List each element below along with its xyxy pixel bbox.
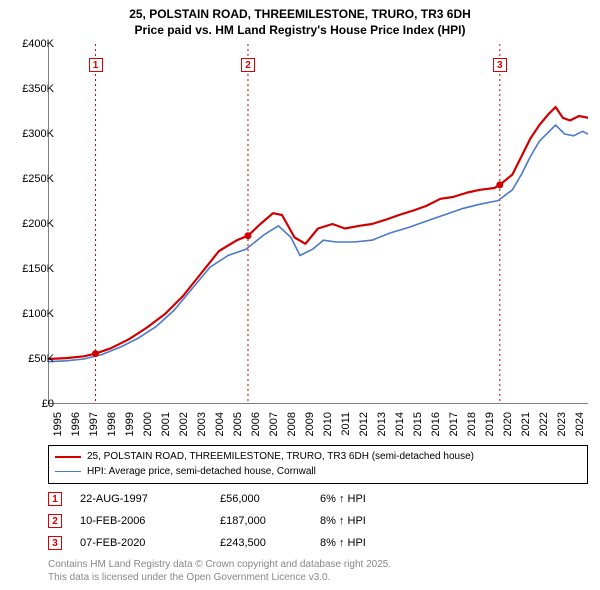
footer-attribution: Contains HM Land Registry data © Crown c…: [48, 558, 391, 584]
y-tick-label: £400K: [22, 38, 54, 50]
x-tick-label: 2001: [160, 412, 172, 436]
sale-date-3: 07-FEB-2020: [80, 537, 220, 549]
x-tick-label: 2000: [142, 412, 154, 436]
legend-row-property: 25, POLSTAIN ROAD, THREEMILESTONE, TRURO…: [55, 449, 581, 464]
x-tick-label: 2007: [268, 412, 280, 436]
sale-price-1: £56,000: [220, 493, 320, 505]
x-tick-label: 2022: [538, 412, 550, 436]
x-tick-label: 2003: [196, 412, 208, 436]
x-tick-label: 2024: [574, 412, 586, 436]
legend-label-hpi: HPI: Average price, semi-detached house,…: [87, 464, 316, 479]
x-tick-label: 2002: [178, 412, 190, 436]
sale-marker-2: 2: [48, 514, 62, 528]
x-tick-label: 2010: [322, 412, 334, 436]
sales-row-3: 3 07-FEB-2020 £243,500 8% ↑ HPI: [48, 532, 410, 554]
x-tick-label: 2017: [448, 412, 460, 436]
x-tick-label: 2004: [214, 412, 226, 436]
sales-row-2: 2 10-FEB-2006 £187,000 8% ↑ HPI: [48, 510, 410, 532]
x-tick-label: 2020: [502, 412, 514, 436]
y-tick-label: £350K: [22, 83, 54, 95]
legend-row-hpi: HPI: Average price, semi-detached house,…: [55, 464, 581, 479]
sale-price-2: £187,000: [220, 515, 320, 527]
sale-pct-3: 8% ↑ HPI: [320, 537, 410, 549]
x-tick-label: 2016: [430, 412, 442, 436]
y-tick-label: £150K: [22, 263, 54, 275]
chart-marker-3: 3: [493, 58, 507, 72]
x-tick-label: 2018: [466, 412, 478, 436]
x-tick-label: 2009: [304, 412, 316, 436]
x-tick-label: 2012: [358, 412, 370, 436]
sale-marker-1: 1: [48, 492, 62, 506]
y-tick-label: £200K: [22, 218, 54, 230]
legend-label-property: 25, POLSTAIN ROAD, THREEMILESTONE, TRURO…: [87, 449, 474, 464]
x-tick-label: 1995: [52, 412, 64, 436]
x-tick-label: 2011: [340, 412, 352, 436]
y-tick-label: £100K: [22, 308, 54, 320]
x-tick-label: 2005: [232, 412, 244, 436]
y-tick-label: £0: [42, 398, 54, 410]
title-line-1: 25, POLSTAIN ROAD, THREEMILESTONE, TRURO…: [0, 6, 600, 22]
y-tick-label: £250K: [22, 173, 54, 185]
sale-date-1: 22-AUG-1997: [80, 493, 220, 505]
y-tick-label: £50K: [28, 353, 54, 365]
x-tick-label: 2021: [520, 412, 532, 436]
sale-date-2: 10-FEB-2006: [80, 515, 220, 527]
legend-swatch-property: [55, 456, 81, 458]
x-tick-label: 1996: [70, 412, 82, 436]
legend-swatch-hpi: [55, 471, 81, 472]
sales-row-1: 1 22-AUG-1997 £56,000 6% ↑ HPI: [48, 488, 410, 510]
x-tick-label: 2008: [286, 412, 298, 436]
x-tick-label: 2019: [484, 412, 496, 436]
title-block: 25, POLSTAIN ROAD, THREEMILESTONE, TRURO…: [0, 0, 600, 38]
x-tick-label: 2006: [250, 412, 262, 436]
chart-svg: [48, 44, 588, 404]
x-tick-label: 2015: [412, 412, 424, 436]
x-tick-label: 2013: [376, 412, 388, 436]
x-tick-label: 2014: [394, 412, 406, 436]
chart-container: 25, POLSTAIN ROAD, THREEMILESTONE, TRURO…: [0, 0, 600, 590]
footer-line-2: This data is licensed under the Open Gov…: [48, 571, 391, 584]
sale-pct-1: 6% ↑ HPI: [320, 493, 410, 505]
footer-line-1: Contains HM Land Registry data © Crown c…: [48, 558, 391, 571]
y-tick-label: £300K: [22, 128, 54, 140]
x-tick-label: 2023: [556, 412, 568, 436]
sale-marker-3: 3: [48, 536, 62, 550]
x-tick-label: 1999: [124, 412, 136, 436]
chart-marker-2: 2: [241, 58, 255, 72]
sales-table: 1 22-AUG-1997 £56,000 6% ↑ HPI 2 10-FEB-…: [48, 488, 410, 554]
sale-price-3: £243,500: [220, 537, 320, 549]
chart-area: [48, 44, 588, 404]
x-tick-label: 1997: [88, 412, 100, 436]
title-line-2: Price paid vs. HM Land Registry's House …: [0, 22, 600, 38]
x-tick-label: 1998: [106, 412, 118, 436]
chart-marker-1: 1: [89, 58, 103, 72]
sale-pct-2: 8% ↑ HPI: [320, 515, 410, 527]
legend-box: 25, POLSTAIN ROAD, THREEMILESTONE, TRURO…: [48, 445, 588, 484]
